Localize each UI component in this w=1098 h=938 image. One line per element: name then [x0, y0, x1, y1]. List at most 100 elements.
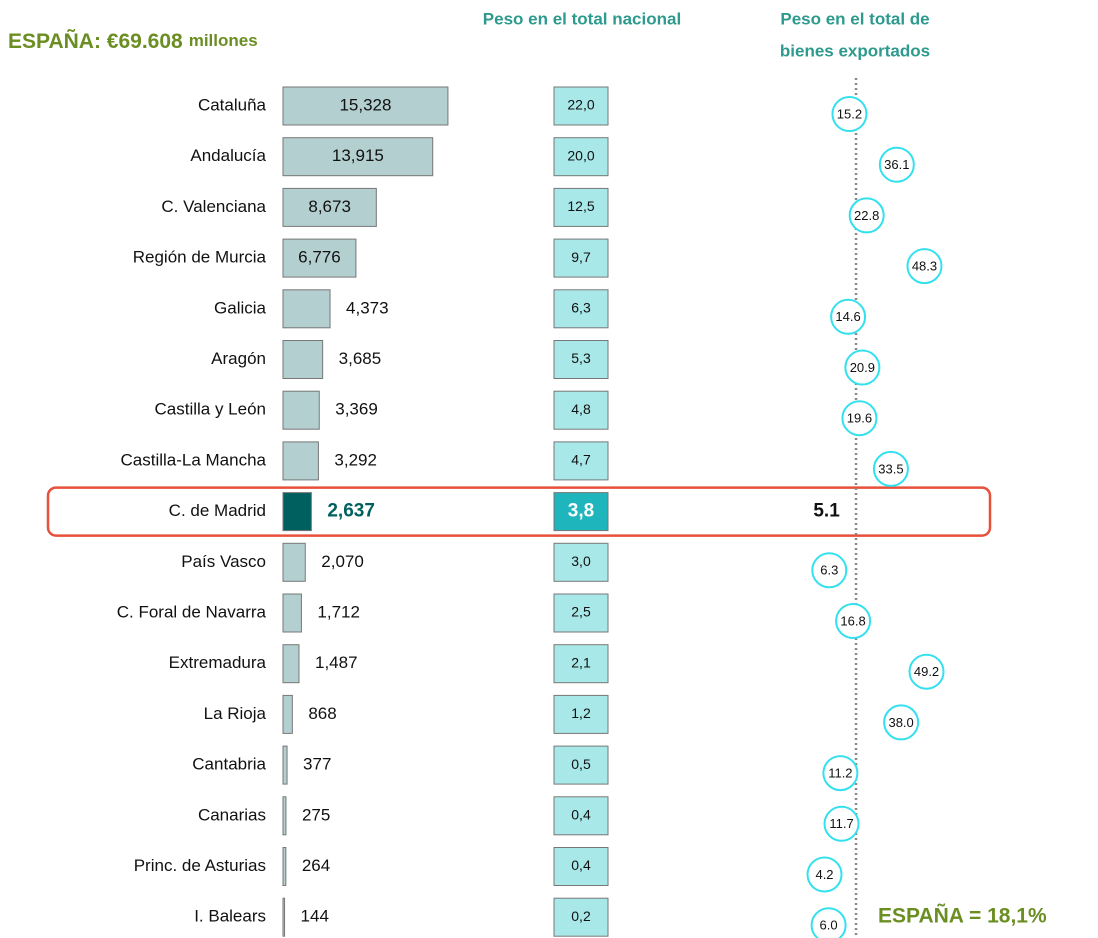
dot [822, 755, 859, 792]
category-label: Canarias [198, 805, 266, 824]
share-box [553, 492, 609, 532]
share-box [553, 238, 609, 278]
dot [848, 197, 885, 234]
bar [282, 187, 377, 227]
bar [282, 441, 319, 481]
share-label: 5,3 [571, 350, 591, 366]
column-title: Peso en el total nacional [483, 9, 681, 28]
share-label: 2,1 [571, 654, 591, 670]
share-box [553, 796, 609, 836]
share-label: 20,0 [567, 147, 594, 163]
dot-label: 14.6 [835, 309, 860, 324]
bar [282, 796, 287, 836]
value-label: 2,070 [321, 552, 364, 571]
dot-label: 33.5 [878, 461, 903, 476]
column-title: bienes exportados [780, 41, 930, 60]
category-label: Aragón [211, 349, 266, 368]
dot [823, 805, 860, 842]
dot-label: 11.2 [828, 766, 852, 781]
dot [844, 349, 881, 386]
value-label: 15,328 [339, 95, 391, 114]
share-box [553, 745, 609, 785]
category-label: Galicia [214, 298, 267, 317]
value-label: 868 [308, 704, 336, 723]
category-label: I. Balears [194, 907, 266, 926]
share-label: 1,2 [571, 705, 591, 721]
category-label: C. de Madrid [169, 501, 266, 520]
share-box [553, 340, 609, 379]
highlight-frame [46, 486, 992, 537]
bar [282, 492, 312, 532]
bar [282, 86, 449, 126]
dot-label: 5.1 [813, 501, 840, 522]
bar [282, 289, 331, 329]
share-label: 3,0 [571, 553, 591, 569]
dot [830, 298, 867, 335]
category-label: Andalucía [190, 146, 266, 165]
share-label: 9,7 [571, 249, 591, 265]
dot-label: 11.7 [829, 816, 853, 831]
share-box [553, 187, 609, 227]
share-box [553, 441, 609, 481]
dot [831, 96, 868, 132]
share-box [553, 137, 609, 177]
category-label: Castilla-La Mancha [120, 450, 266, 469]
share-box [553, 847, 609, 886]
bar [282, 897, 286, 937]
category-label: País Vasco [181, 552, 266, 571]
dot [878, 146, 915, 183]
dot [811, 552, 848, 589]
dot [835, 603, 872, 639]
share-box [553, 644, 609, 684]
value-label: 2,637 [327, 501, 375, 522]
bar [282, 644, 300, 684]
dot-label: 20.9 [850, 360, 875, 375]
category-label: Princ. de Asturias [134, 856, 266, 875]
dot-label: 22.8 [854, 208, 879, 223]
column-title: Peso en el total de [780, 9, 929, 28]
share-label: 0,4 [571, 857, 591, 873]
share-label: 0,4 [571, 807, 591, 823]
category-label: Castilla y León [154, 400, 266, 419]
dot-label: 48.3 [912, 259, 937, 274]
value-label: 1,487 [315, 653, 358, 672]
share-box [553, 897, 609, 937]
dot-label: 6.0 [820, 918, 838, 933]
share-box [553, 289, 609, 329]
category-label: Cantabria [192, 755, 266, 774]
bar [282, 137, 434, 177]
share-label: 4,7 [571, 452, 591, 468]
share-label: 0,5 [571, 756, 591, 772]
dot-label: 19.6 [847, 411, 872, 426]
category-label: C. Valenciana [161, 197, 266, 216]
share-label: 2,5 [571, 604, 591, 620]
category-label: La Rioja [204, 704, 267, 723]
dot-label: 6.3 [820, 563, 838, 578]
bar [282, 238, 357, 278]
bar [282, 593, 302, 633]
category-label: Extremadura [169, 653, 267, 672]
reference-label: ESPAÑA = 18,1% [878, 905, 1047, 928]
dot-label: 15.2 [837, 106, 862, 121]
value-label: 264 [302, 856, 330, 875]
share-label: 12,5 [567, 198, 594, 214]
dot [806, 856, 843, 893]
share-label: 3,8 [568, 501, 594, 522]
value-label: 1,712 [317, 602, 360, 621]
share-label: 0,2 [571, 908, 591, 924]
share-box [553, 694, 609, 734]
title-unit: millones [189, 31, 258, 50]
share-box [553, 593, 609, 633]
dot [906, 248, 943, 285]
share-label: 6,3 [571, 300, 591, 316]
value-label: 4,373 [346, 298, 389, 317]
share-box [553, 542, 609, 582]
chart-title: ESPAÑA: €69.608 millones [8, 30, 258, 53]
share-label: 4,8 [571, 401, 591, 417]
dot [908, 653, 945, 690]
bar [282, 694, 293, 734]
value-label: 377 [303, 755, 331, 774]
category-label: Región de Murcia [133, 248, 267, 267]
dot-label: 16.8 [840, 613, 865, 628]
